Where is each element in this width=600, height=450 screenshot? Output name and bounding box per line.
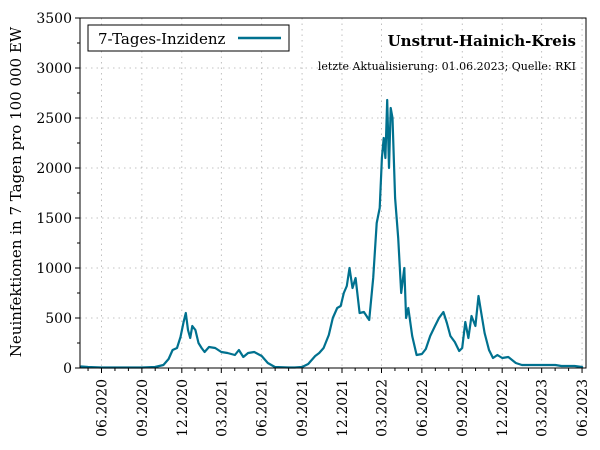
x-tick-labels: 06.2020 09.2020 12.2020 03.2021 06.2021 09.20… [95, 379, 592, 437]
ticks [75, 17, 583, 373]
legend-label: 7-Tages-Inzidenz [98, 30, 226, 48]
x-tick-label: 09.2020 [135, 379, 151, 437]
x-tick-label: 09.2022 [455, 379, 471, 437]
x-tick-label: 06.2020 [95, 379, 111, 437]
chart-title: Unstrut-Hainich-Kreis [388, 32, 576, 50]
x-tick-label: 06.2021 [255, 379, 271, 437]
y-axis-title: Neuinfektionen in 7 Tagen pro 100 000 EW [7, 26, 25, 357]
y-tick-label: 2500 [36, 111, 72, 127]
series-layer [80, 98, 584, 369]
y-tick-label: 2000 [36, 161, 72, 177]
y-tick-label: 0 [63, 361, 72, 377]
x-tick-label: 03.2021 [214, 379, 230, 437]
x-tick-label: 03.2022 [374, 379, 390, 437]
series-line [80, 98, 584, 369]
legend: 7-Tages-Inzidenz [87, 24, 290, 52]
y-tick-label: 3500 [36, 11, 72, 27]
x-tick-label: 09.2021 [295, 379, 311, 437]
y-tick-labels: 0 500 1000 1500 2000 2500 3000 3500 [36, 11, 72, 377]
x-tick-label: 12.2021 [335, 379, 351, 437]
chart-subtitle: letzte Aktualisierung: 01.06.2023; Quell… [318, 60, 576, 73]
x-tick-label: 06.2022 [415, 379, 431, 437]
x-tick-label: 03.2023 [535, 379, 551, 437]
y-tick-label: 1500 [36, 211, 72, 227]
y-tick-label: 1000 [36, 261, 72, 277]
x-tick-label: 12.2020 [175, 379, 191, 437]
y-tick-label: 500 [45, 311, 72, 327]
y-tick-label: 3000 [36, 61, 72, 77]
x-tick-label: 06.2023 [575, 379, 591, 437]
x-tick-label: 12.2022 [495, 379, 511, 437]
